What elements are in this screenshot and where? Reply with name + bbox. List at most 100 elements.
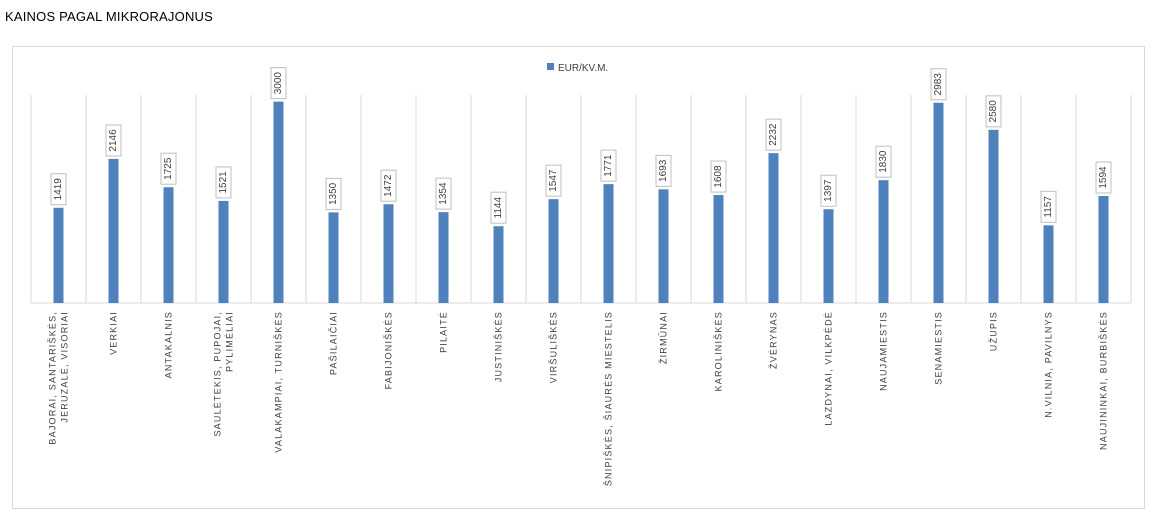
- data-label-group: 1771: [600, 149, 617, 182]
- category-label: N.VILNIA, PAVILNYS: [1044, 311, 1054, 418]
- category-label: ŽIRMŪNAI: [659, 311, 669, 364]
- bar: [163, 187, 174, 303]
- bar: [1098, 196, 1109, 303]
- bar: [988, 129, 999, 303]
- bar: [328, 212, 339, 303]
- category-labels: BAJORAI, SANTARIŠKĖS, JERUZALĖ, VISORIAI V…: [48, 311, 1109, 486]
- data-label-box: [655, 154, 672, 187]
- data-label-group: 1547: [545, 164, 562, 197]
- data-label-box: [875, 145, 892, 178]
- data-label-group: 1397: [820, 174, 837, 207]
- data-label-group: 1594: [1095, 161, 1112, 194]
- data-label-group: 1157: [1040, 190, 1057, 223]
- data-label-group: 1354: [435, 177, 452, 210]
- category-label: PILAITĖ: [439, 311, 449, 353]
- data-label: 1472: [383, 174, 394, 197]
- data-label-group: 2580: [985, 95, 1002, 128]
- category-label: NAUJININKAI, BURBIŠKĖS: [1099, 311, 1109, 450]
- legend: EUR/KV.M.: [547, 63, 608, 74]
- data-label: 3000: [273, 72, 284, 95]
- bar: [878, 180, 889, 303]
- category-label: VIRŠULIŠKĖS: [549, 311, 559, 383]
- data-label-box: [710, 160, 727, 193]
- bar: [438, 212, 449, 303]
- data-label-group: 1693: [655, 154, 672, 187]
- data-label-group: 1608: [710, 160, 727, 193]
- data-label: 1693: [658, 159, 669, 182]
- data-label: 1350: [328, 182, 339, 205]
- bar: [273, 101, 284, 304]
- category-label: VALAKAMPIAI, TURNIŠKĖS: [274, 311, 284, 453]
- data-label-box: [930, 68, 947, 101]
- category-label: JUSTINIŠKĖS: [494, 311, 504, 382]
- data-label: 2580: [988, 100, 999, 123]
- data-label: 1725: [163, 157, 174, 180]
- legend-label: EUR/KV.M.: [558, 63, 608, 74]
- data-label: 1547: [548, 169, 559, 192]
- bar: [383, 204, 394, 303]
- category-label: PYLIMĖLIAI: [225, 311, 235, 372]
- data-label-group: 3000: [270, 67, 287, 100]
- data-label-box: [490, 191, 507, 224]
- bar: [933, 102, 944, 303]
- data-label-group: 2146: [105, 124, 122, 157]
- chart-frame: EUR/KV.M. 1419 2146 1725 1521 3000 1350 1472 13…: [12, 46, 1145, 509]
- data-label-box: [435, 177, 452, 210]
- data-label: 1157: [1043, 196, 1054, 218]
- category-gridlines: [30, 95, 1132, 304]
- data-label-box: [380, 169, 397, 202]
- data-label: 2983: [933, 73, 944, 96]
- data-label: 1419: [53, 178, 64, 201]
- category-label: KAROLINIŠKĖS: [714, 311, 724, 391]
- data-label-group: 1350: [325, 177, 342, 210]
- data-label-group: 2983: [930, 68, 947, 101]
- category-label: SAULĖTEKIS, PUPOJAI,: [213, 311, 223, 437]
- category-label: PAŠILAIČIAI: [329, 311, 339, 375]
- data-label-group: 1144: [490, 191, 507, 224]
- bar: [53, 207, 64, 303]
- bar: [823, 209, 834, 303]
- data-label-group: 1521: [215, 166, 232, 199]
- bar: [548, 199, 559, 303]
- data-label: 2232: [768, 123, 779, 146]
- bar: [218, 200, 229, 303]
- bar: [713, 195, 724, 303]
- category-label: JERUZALĖ, VISORIAI: [60, 311, 70, 423]
- data-label: 1397: [823, 179, 834, 202]
- data-label-box: [1095, 161, 1112, 194]
- bar: [768, 153, 779, 303]
- data-label: 1144: [493, 197, 504, 219]
- bar: [603, 184, 614, 303]
- data-label-group: 1419: [50, 173, 67, 206]
- data-label-box: [215, 166, 232, 199]
- data-label-box: [325, 177, 342, 210]
- category-label: UŽUPIS: [989, 311, 999, 351]
- data-label: 1608: [713, 165, 724, 188]
- bars: [53, 101, 1109, 304]
- category-label: SENAMIESTIS: [934, 311, 944, 385]
- bar-chart: EUR/KV.M. 1419 2146 1725 1521 3000 1350 1472 13…: [30, 63, 1132, 486]
- bar: [658, 189, 669, 303]
- legend-swatch: [547, 63, 554, 70]
- page-title: KAINOS PAGAL MIKRORAJONUS: [5, 9, 213, 24]
- data-labels: 1419 2146 1725 1521 3000 1350 1472 1354 1144 1547…: [50, 67, 1112, 224]
- data-label-box: [820, 174, 837, 207]
- data-label-box: [765, 118, 782, 151]
- data-label: 1830: [878, 150, 889, 173]
- data-label-group: 1725: [160, 152, 177, 185]
- data-label-box: [270, 67, 287, 100]
- category-label: ŠNIPIŠKĖS, ŠIAURĖS MIESTELIS: [604, 311, 614, 486]
- data-label-box: [985, 95, 1002, 128]
- data-label-box: [160, 152, 177, 185]
- category-label: VERKIAI: [109, 311, 119, 355]
- data-label-group: 2232: [765, 118, 782, 151]
- data-label-box: [105, 124, 122, 157]
- data-label-group: 1830: [875, 145, 892, 178]
- data-label-box: [50, 173, 67, 206]
- data-label-box: [600, 149, 617, 182]
- data-label-box: [545, 164, 562, 197]
- category-label: FABIJONIŠKĖS: [384, 311, 394, 389]
- data-label: 1354: [438, 182, 449, 205]
- category-label: BAJORAI, SANTARIŠKĖS,: [48, 311, 58, 445]
- data-label: 1521: [218, 171, 229, 194]
